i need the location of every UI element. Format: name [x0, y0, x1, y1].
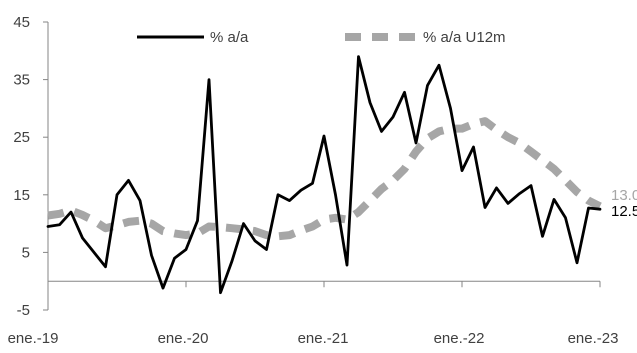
end-label-u12m: 13.0 — [611, 187, 637, 204]
legend: % a/a % a/a U12m — [137, 29, 506, 46]
y-tick-label: 5 — [22, 244, 30, 261]
axes: -5 5 15 25 35 45 ene.-19 ene.-20 ene.-21 ene.-22 e… — [8, 14, 619, 347]
x-tick-label: ene.-23 — [568, 330, 619, 347]
end-labels: 13.012.5 — [611, 187, 637, 220]
y-tick-label: -5 — [17, 302, 30, 319]
x-tick-label: ene.-19 — [8, 330, 59, 347]
x-tick-label: ene.-20 — [158, 330, 209, 347]
x-tick-label: ene.-22 — [434, 330, 485, 347]
series-line-yoy — [46, 55, 602, 295]
y-tick-label: 25 — [13, 129, 30, 146]
y-tick-label: 45 — [13, 14, 30, 31]
series-line-u12m — [47, 117, 602, 241]
y-tick-label: 15 — [13, 187, 30, 204]
legend-label-yoy: % a/a — [210, 29, 249, 46]
end-label-yoy: 12.5 — [611, 203, 637, 220]
series-layer — [46, 55, 602, 295]
legend-label-u12m: % a/a U12m — [423, 29, 506, 46]
x-tick-label: ene.-21 — [298, 330, 349, 347]
y-tick-label: 35 — [13, 72, 30, 89]
